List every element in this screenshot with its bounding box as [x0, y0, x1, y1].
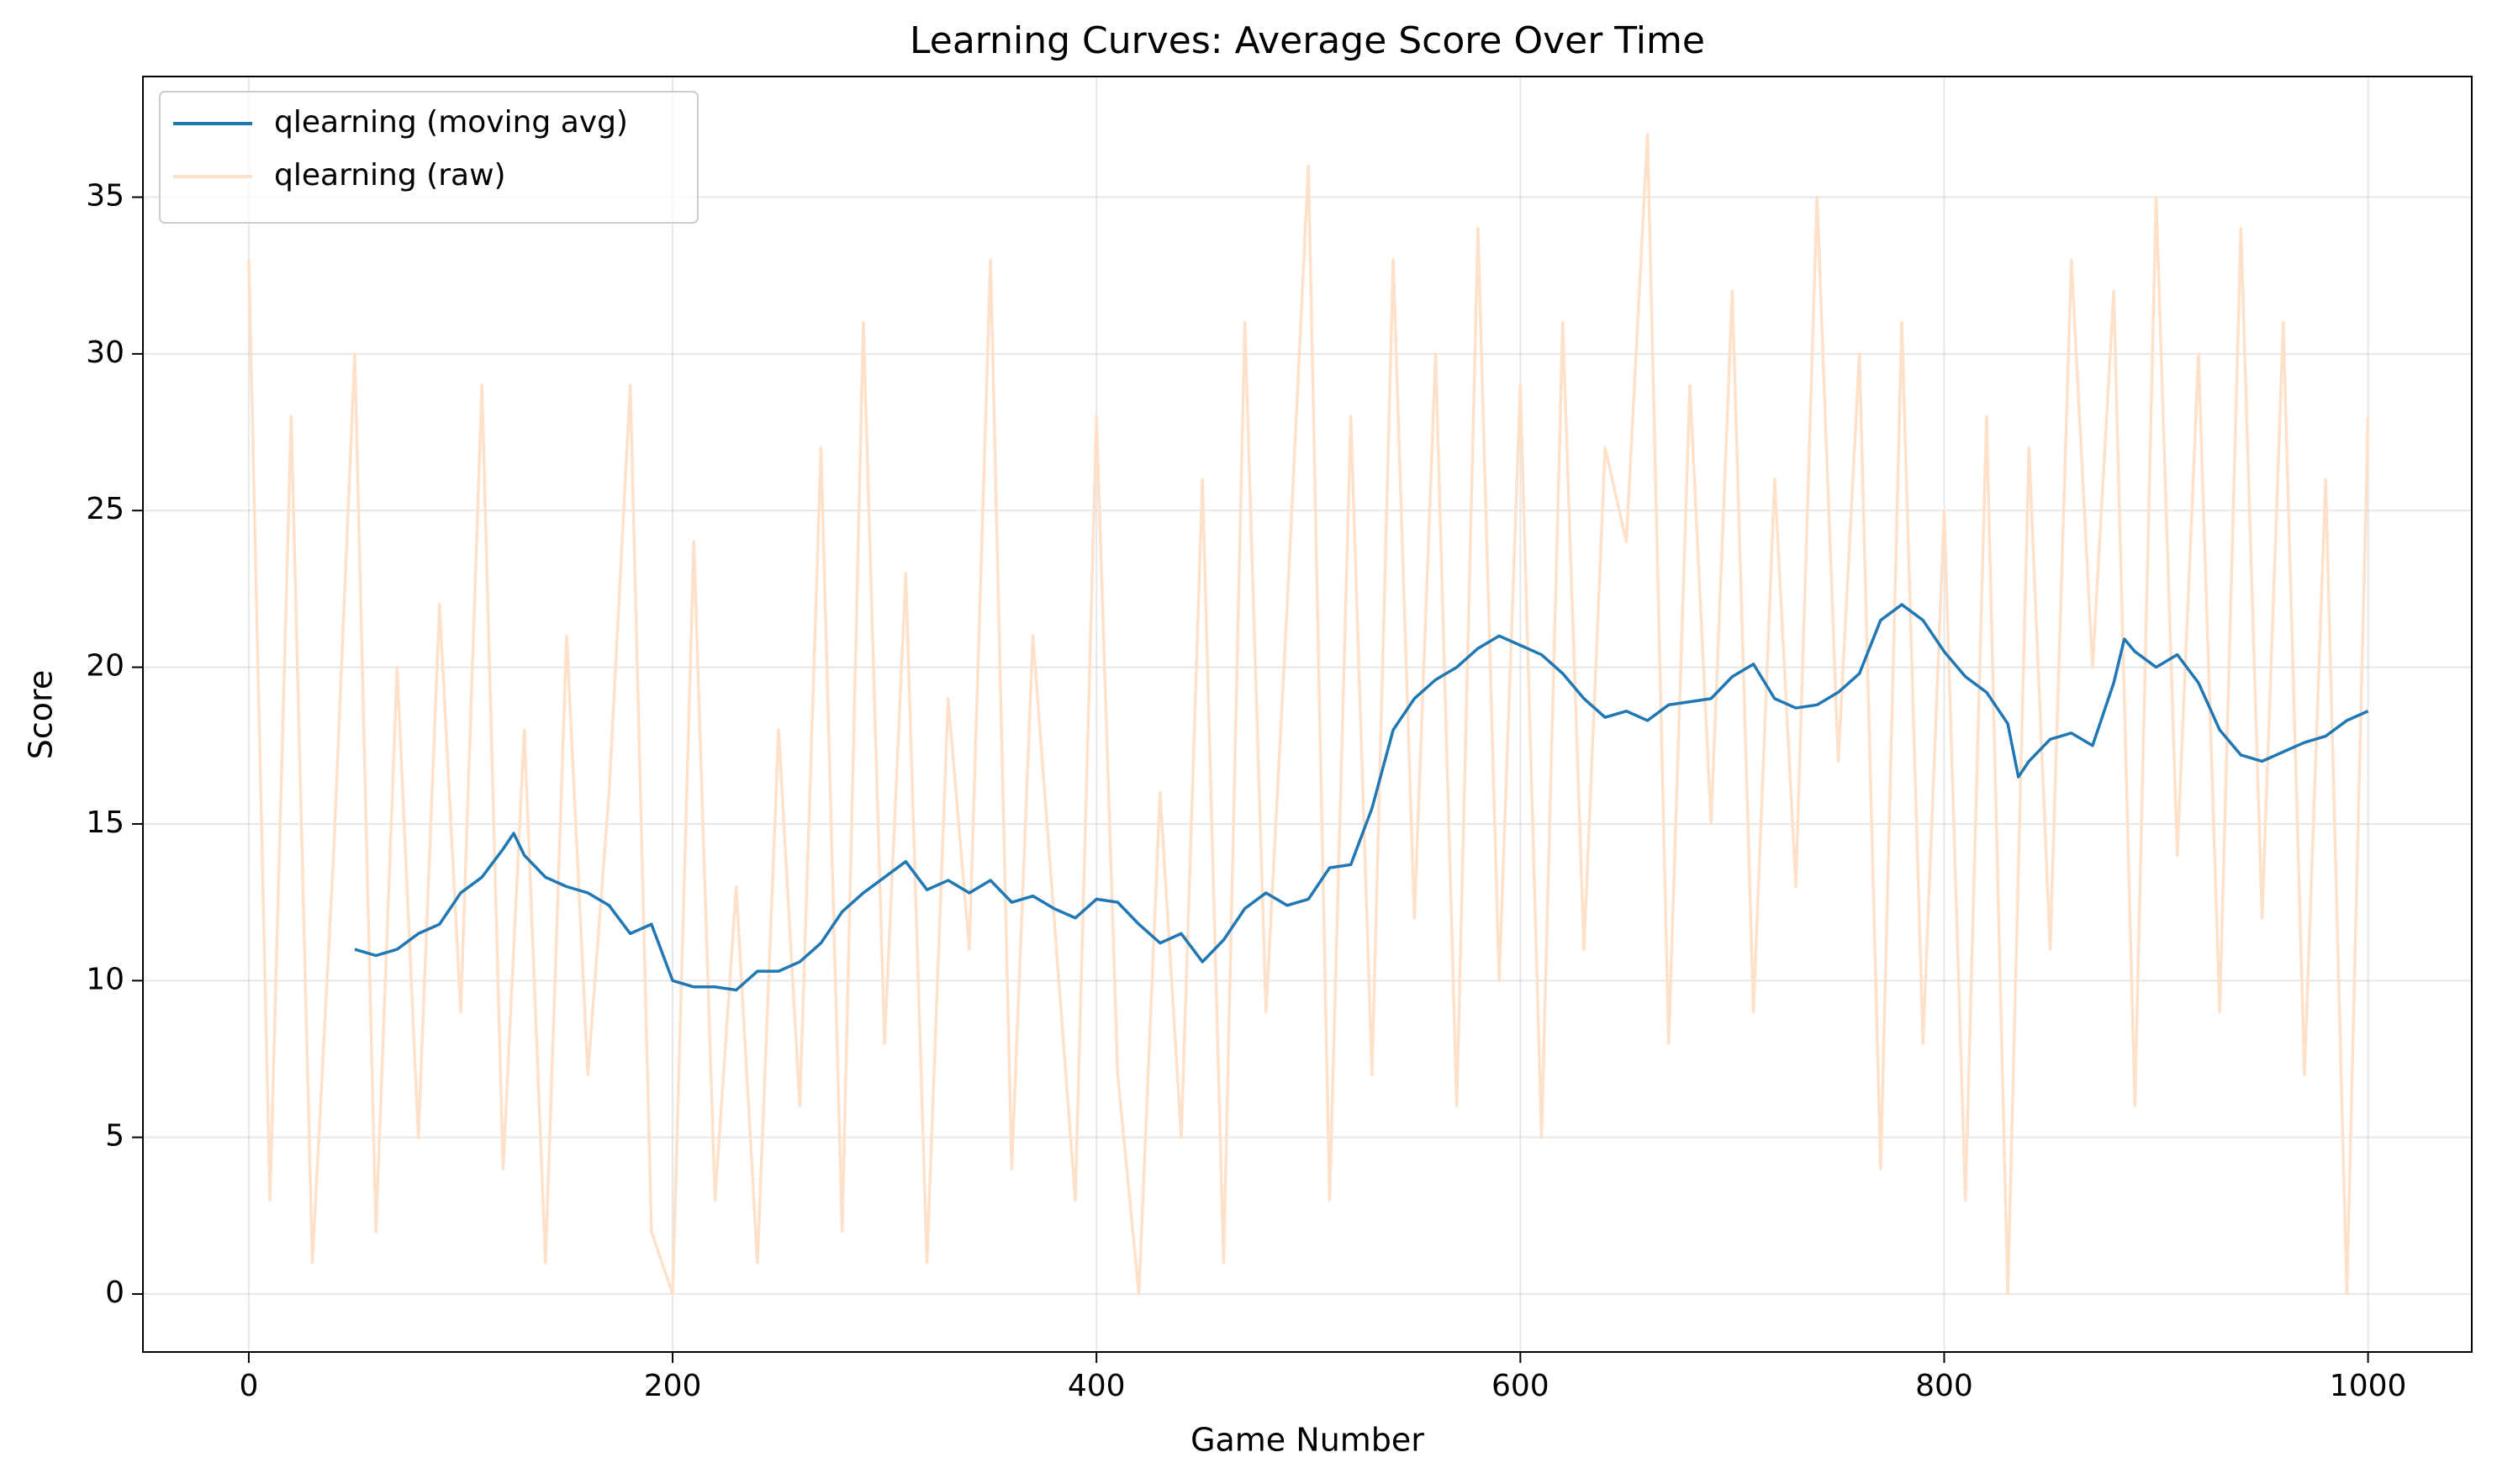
- x-tick-label: 800: [1915, 1369, 1973, 1403]
- x-tick-label: 1000: [2330, 1369, 2407, 1403]
- ticks: 0 200 400 600 800 1000 0 5 10 15 20 25 30 35: [86, 179, 2406, 1404]
- legend: qlearning (moving avg) qlearning (raw): [159, 91, 699, 224]
- legend-box: [159, 91, 699, 224]
- y-tick-label: 20: [86, 649, 124, 684]
- y-tick-label: 0: [105, 1275, 124, 1310]
- plot-area: [247, 133, 2370, 1296]
- y-tick-label: 15: [86, 805, 124, 840]
- y-tick-label: 5: [105, 1119, 124, 1154]
- x-tick-label: 400: [1068, 1369, 1126, 1403]
- x-tick-label: 600: [1491, 1369, 1549, 1403]
- legend-label: qlearning (raw): [274, 158, 506, 193]
- legend-label: qlearning (moving avg): [274, 105, 628, 140]
- y-tick-label: 25: [86, 492, 124, 526]
- y-tick-label: 35: [86, 179, 124, 214]
- series-line: [247, 133, 2370, 1296]
- x-axis-label: Game Number: [1190, 1422, 1424, 1459]
- axes-frame: [142, 76, 2473, 1353]
- chart-title: Learning Curves: Average Score Over Time: [910, 19, 1705, 62]
- x-tick-label: 200: [644, 1369, 702, 1403]
- x-tick-label: 0: [239, 1369, 258, 1403]
- y-tick-label: 30: [86, 335, 124, 370]
- y-axis-label: Score: [23, 670, 60, 759]
- y-tick-label: 10: [86, 962, 124, 996]
- series-line: [354, 603, 2369, 992]
